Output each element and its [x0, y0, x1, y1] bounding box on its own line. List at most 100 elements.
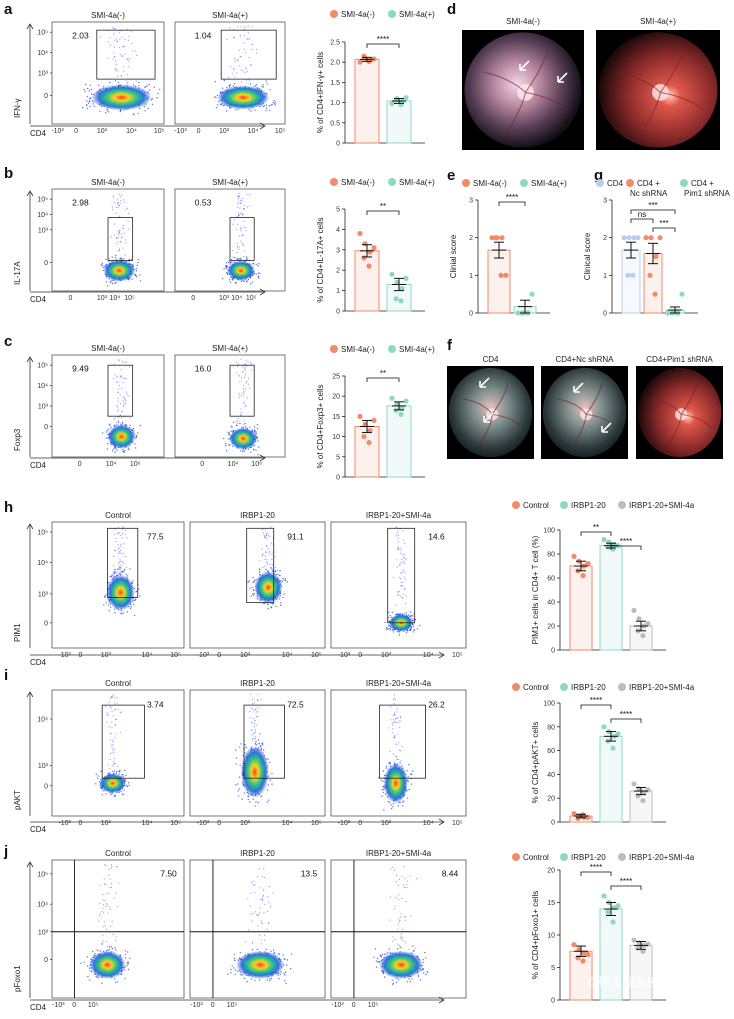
- event-dot: [116, 70, 117, 71]
- event-dot: [116, 377, 117, 378]
- event-dot: [111, 866, 112, 867]
- gate-value: 91.1: [287, 532, 304, 542]
- event-dot: [159, 89, 160, 90]
- event-dot: [134, 274, 135, 275]
- event-dot: [269, 886, 270, 887]
- event-dot: [250, 83, 251, 84]
- event-dot: [109, 946, 110, 947]
- plot-frame: [175, 22, 285, 124]
- event-dot: [122, 537, 123, 538]
- event-dot: [392, 728, 393, 729]
- event-dot: [129, 58, 130, 59]
- event-dot: [133, 113, 134, 114]
- event-dot: [239, 420, 240, 421]
- event-dot: [240, 35, 241, 36]
- event-dot: [243, 424, 244, 425]
- event-dot: [237, 783, 238, 784]
- event-dot: [388, 801, 389, 802]
- event-dot: [246, 360, 247, 361]
- event-dot: [235, 974, 236, 975]
- event-dot: [402, 805, 403, 806]
- event-dot: [253, 884, 254, 885]
- x-tick-label: 10³: [240, 652, 251, 659]
- event-dot: [271, 569, 272, 570]
- event-dot: [87, 956, 88, 957]
- event-dot: [116, 893, 117, 894]
- event-dot: [231, 261, 232, 262]
- event-dot: [127, 59, 128, 60]
- event-dot: [117, 417, 118, 418]
- event-dot: [251, 893, 252, 894]
- event-dot: [133, 84, 134, 85]
- event-dot: [381, 956, 382, 957]
- event-dot: [111, 864, 112, 865]
- y-tick-label: 10⁴: [37, 716, 48, 723]
- event-dot: [237, 245, 238, 246]
- event-dot: [101, 264, 102, 265]
- x-tick-label: 10³: [101, 652, 112, 659]
- event-dot: [121, 711, 122, 712]
- event-dot: [269, 536, 270, 537]
- event-dot: [240, 952, 241, 953]
- event-dot: [255, 744, 256, 745]
- event-dot: [234, 958, 235, 959]
- event-dot: [411, 615, 412, 616]
- gate-rectangle: [102, 705, 144, 778]
- event-dot: [89, 90, 90, 91]
- event-dot: [120, 394, 121, 395]
- event-dot: [423, 962, 424, 963]
- event-dot: [86, 100, 87, 101]
- event-dot: [399, 564, 400, 565]
- event-dot: [255, 720, 256, 721]
- event-dot: [243, 27, 244, 28]
- event-dot: [114, 202, 115, 203]
- event-dot: [228, 434, 229, 435]
- event-dot: [279, 575, 280, 576]
- event-dot: [268, 535, 269, 536]
- y-tick-label: 10³: [38, 227, 49, 234]
- event-dot: [118, 205, 119, 206]
- event-dot: [117, 41, 118, 42]
- event-dot: [136, 55, 137, 56]
- event-dot: [232, 224, 233, 225]
- event-dot: [390, 629, 391, 630]
- event-dot: [119, 559, 120, 560]
- event-dot: [107, 443, 108, 444]
- event-dot: [244, 205, 245, 206]
- x-tick-label: 10⁴: [248, 128, 259, 135]
- event-dot: [250, 283, 251, 284]
- event-dot: [104, 921, 105, 922]
- event-dot: [119, 216, 120, 217]
- event-dot: [386, 766, 387, 767]
- x-tick-label: 0: [217, 652, 221, 659]
- event-dot: [397, 567, 398, 568]
- event-dot: [120, 197, 121, 198]
- event-dot: [256, 273, 257, 274]
- event-dot: [115, 763, 116, 764]
- x-tick-label: 10⁶: [130, 461, 141, 468]
- event-dot: [255, 708, 256, 709]
- x-tick-label: 0: [74, 128, 78, 135]
- event-dot: [103, 926, 104, 927]
- event-dot: [402, 586, 403, 587]
- event-dot: [119, 770, 120, 771]
- event-dot: [258, 915, 259, 916]
- event-dot: [117, 70, 118, 71]
- event-dot: [140, 280, 141, 281]
- event-dot: [394, 761, 395, 762]
- event-dot: [410, 629, 411, 630]
- event-dot: [254, 980, 255, 981]
- event-dot: [123, 362, 124, 363]
- event-dot: [278, 975, 279, 976]
- event-dot: [389, 628, 390, 629]
- event-dot: [119, 551, 120, 552]
- gate-value: 0.53: [195, 197, 212, 207]
- event-dot: [115, 61, 116, 62]
- event-dot: [275, 101, 276, 102]
- event-dot: [106, 903, 107, 904]
- event-dot: [269, 89, 270, 90]
- gate-rectangle: [221, 30, 276, 79]
- event-dot: [413, 631, 414, 632]
